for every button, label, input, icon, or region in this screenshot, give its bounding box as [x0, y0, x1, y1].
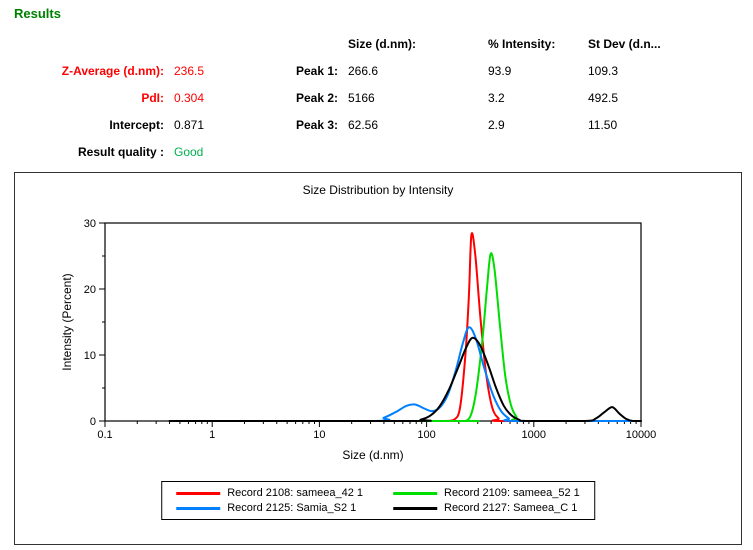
- y-axis-tick-labels: 0 10 20 30: [84, 218, 96, 428]
- peak3-size: 62.56: [348, 117, 379, 132]
- series-lines: [168, 232, 642, 423]
- peak1-stdev: 109.3: [588, 63, 619, 78]
- x-axis-label: Size (d.nm): [342, 448, 403, 462]
- svg-text:30: 30: [84, 218, 96, 230]
- series-line-3: [168, 336, 642, 422]
- series-line-2: [168, 326, 642, 423]
- svg-text:1000: 1000: [522, 429, 546, 441]
- legend-line-swatch-icon: [176, 491, 221, 495]
- column-header-size: Size (d.nm):: [348, 36, 416, 51]
- intercept-value: 0.871: [174, 117, 205, 132]
- svg-text:1: 1: [209, 429, 215, 441]
- peak1-size: 266.6: [348, 63, 379, 78]
- peak3-intensity: 2.9: [488, 117, 505, 132]
- chart-legend: Record 2108: sameea_42 1 Record 2109: sam…: [161, 481, 595, 520]
- legend-line-swatch-icon: [393, 491, 437, 495]
- legend-label: Record 2127: Sameea_C 1: [444, 502, 578, 514]
- svg-text:0: 0: [90, 416, 96, 428]
- legend-item-3: Record 2127: Sameea_C 1: [393, 502, 580, 514]
- size-distribution-chart: 0 10 20 30 0.1 1 10 100 1000 10000 Size (d.nm) Inte…: [60, 218, 656, 462]
- result-quality-label: Result quality :: [77, 144, 164, 159]
- y-axis-ticks: [99, 222, 105, 422]
- column-header-stdev: St Dev (d.n...: [588, 36, 661, 51]
- chart-panel: Size Distribution by Intensity 0 10 20 30 0.…: [14, 172, 742, 545]
- column-header-intensity: % Intensity:: [488, 36, 556, 51]
- pdi-label: PdI:: [141, 90, 164, 105]
- peak2-stdev: 492.5: [588, 90, 619, 105]
- plot-area-border: [104, 222, 642, 422]
- svg-text:10000: 10000: [626, 429, 657, 441]
- z-average-label: Z-Average (d.nm):: [61, 63, 164, 78]
- intercept-label: Intercept:: [109, 117, 164, 132]
- results-summary-table: Size (d.nm): % Intensity: St Dev (d.n...…: [48, 30, 696, 165]
- pdi-value: 0.304: [174, 90, 205, 105]
- z-average-value: 236.5: [174, 63, 205, 78]
- legend-item-1: Record 2109: sameea_52 1: [393, 487, 580, 499]
- legend-line-swatch-icon: [176, 506, 221, 510]
- legend-label: Record 2109: sameea_52 1: [444, 487, 580, 499]
- peak3-stdev: 11.50: [588, 117, 618, 132]
- page-title: Results: [14, 6, 61, 21]
- series-line-1: [168, 252, 642, 423]
- chart-title: Size Distribution by Intensity: [302, 183, 454, 197]
- peak1-label: Peak 1:: [295, 63, 338, 78]
- peak1-intensity: 93.9: [488, 63, 512, 78]
- legend-label: Record 2108: sameea_42 1: [227, 487, 363, 499]
- peak3-label: Peak 3:: [295, 117, 338, 132]
- legend-label: Record 2125: Samia_S2 1: [227, 502, 357, 514]
- legend-item-0: Record 2108: sameea_42 1: [176, 487, 363, 499]
- svg-text:20: 20: [84, 284, 96, 296]
- peak2-intensity: 3.2: [488, 90, 505, 105]
- svg-text:0.1: 0.1: [97, 429, 112, 441]
- peak2-label: Peak 2:: [295, 90, 338, 105]
- x-axis-tick-labels: 0.1 1 10 100 1000 10000: [97, 429, 656, 441]
- legend-item-2: Record 2125: Samia_S2 1: [176, 502, 363, 514]
- svg-text:100: 100: [417, 429, 435, 441]
- svg-text:10: 10: [313, 429, 325, 441]
- y-axis-label: Intensity (Percent): [60, 273, 74, 370]
- svg-text:10: 10: [84, 350, 96, 362]
- peak2-size: 5166: [348, 90, 375, 105]
- result-quality-value: Good: [174, 144, 204, 159]
- series-line-0: [168, 232, 642, 423]
- legend-line-swatch-icon: [393, 506, 437, 510]
